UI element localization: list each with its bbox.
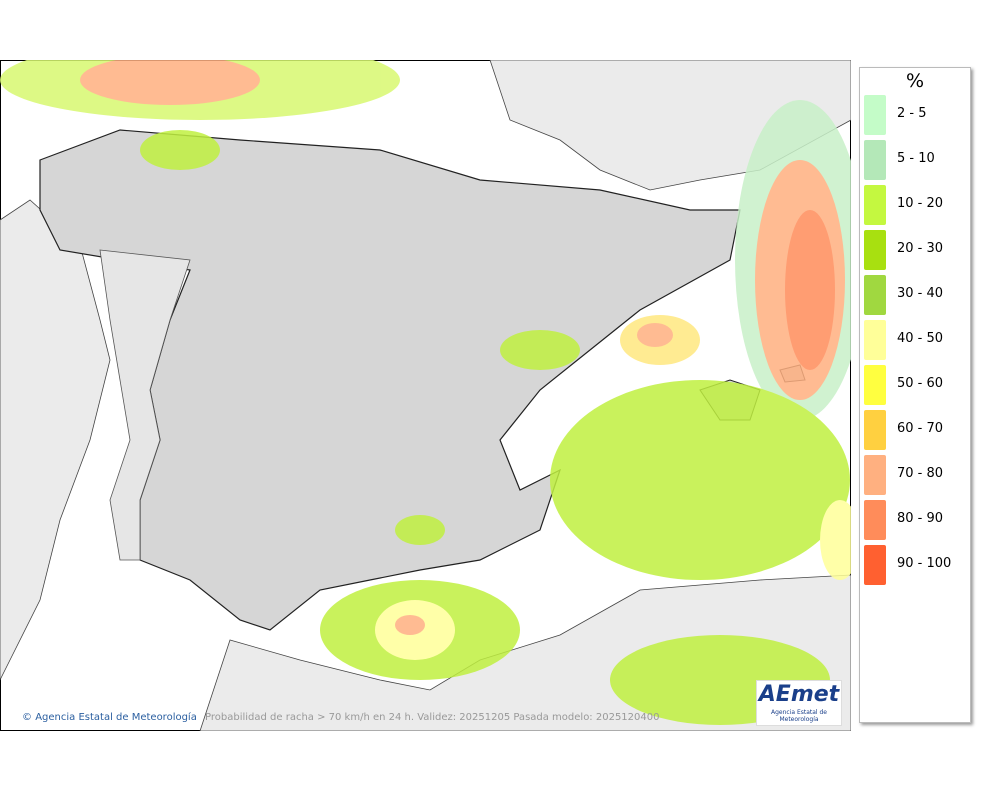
map <box>0 60 851 731</box>
legend-item: 60 - 70 <box>864 410 968 450</box>
credit: © Agencia Estatal de Meteorología <box>22 712 197 723</box>
legend-item: 5 - 10 <box>864 140 968 180</box>
legend-item: 90 - 100 <box>864 545 968 585</box>
legend-swatch <box>864 365 886 405</box>
legend-label: 70 - 80 <box>897 466 944 481</box>
legend-swatch <box>864 320 886 360</box>
legend-swatch <box>864 455 886 495</box>
legend-item: 70 - 80 <box>864 455 968 495</box>
legend-swatch <box>864 140 886 180</box>
legend-label: 10 - 20 <box>897 196 944 211</box>
legend-swatch <box>864 275 886 315</box>
legend-item: 10 - 20 <box>864 185 968 225</box>
legend-label: 2 - 5 <box>897 106 927 121</box>
legend-label: 40 - 50 <box>897 331 944 346</box>
legend-item: 80 - 90 <box>864 500 968 540</box>
legend-swatch <box>864 95 886 135</box>
legend-label: 50 - 60 <box>897 376 944 391</box>
legend-label: 5 - 10 <box>897 151 935 166</box>
legend-swatch <box>864 410 886 450</box>
legend-label: 20 - 30 <box>897 241 944 256</box>
logo: AEmet Agencia Estatal de Meteorología <box>756 680 842 726</box>
legend-item: 30 - 40 <box>864 275 968 315</box>
legend: % 2 - 5 5 - 10 10 - 20 20 - 30 30 - 40 40 - 5… <box>859 67 971 723</box>
legend-swatch <box>864 500 886 540</box>
caption: Probabilidad de racha > 70 km/h en 24 h.… <box>205 712 660 723</box>
legend-swatch <box>864 185 886 225</box>
legend-label: 30 - 40 <box>897 286 944 301</box>
legend-item: 50 - 60 <box>864 365 968 405</box>
legend-item: 20 - 30 <box>864 230 968 270</box>
legend-item: 40 - 50 <box>864 320 968 360</box>
legend-title: % <box>905 70 925 92</box>
credit-text: Agencia Estatal de Meteorología <box>35 712 197 723</box>
legend-label: 60 - 70 <box>897 421 944 436</box>
legend-label: 80 - 90 <box>897 511 944 526</box>
logo-text: AEmet <box>758 682 840 707</box>
legend-item: 2 - 5 <box>864 95 968 135</box>
logo-subtitle: Agencia Estatal de Meteorología <box>770 709 827 723</box>
legend-swatch <box>864 545 886 585</box>
legend-label: 90 - 100 <box>897 556 952 571</box>
legend-swatch <box>864 230 886 270</box>
